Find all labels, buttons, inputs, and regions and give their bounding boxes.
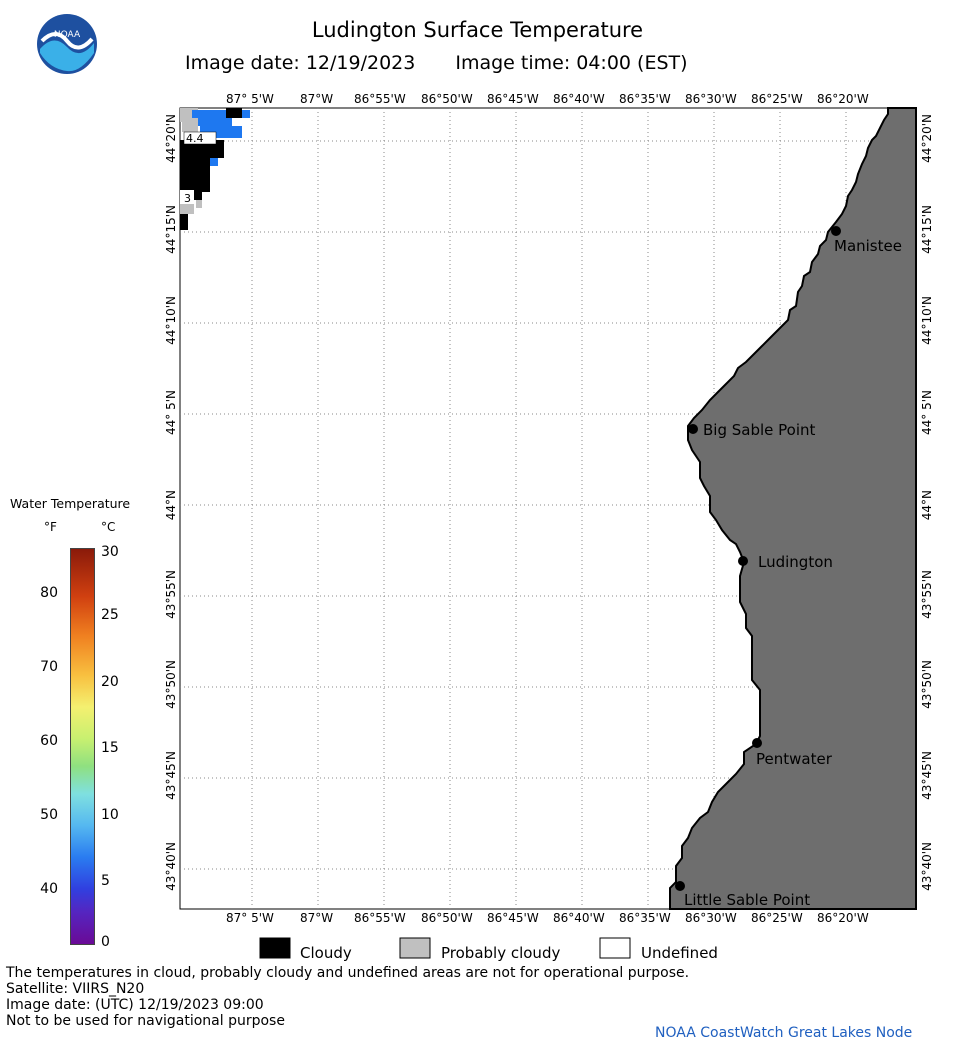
lat-label: 43°50'N xyxy=(920,660,934,709)
land-area xyxy=(669,107,917,910)
place-label-ludington: Ludington xyxy=(758,553,833,571)
place-label-manistee: Manistee xyxy=(834,237,902,255)
tick-f: 60 xyxy=(40,733,58,749)
lon-label: 86°25'W xyxy=(751,92,803,106)
big-sable-point-dot xyxy=(688,424,698,434)
lon-label: 86°35'W xyxy=(619,92,671,106)
tick-c: 20 xyxy=(101,674,119,690)
unit-fahrenheit: °F xyxy=(44,520,57,534)
tick-c: 0 xyxy=(101,934,110,950)
key-undefined-swatch xyxy=(599,937,631,959)
place-label-little-sable-point: Little Sable Point xyxy=(684,891,811,909)
lat-label: 44° 5'N xyxy=(164,390,178,435)
map-grid xyxy=(180,108,916,909)
lat-label: 43°55'N xyxy=(164,570,178,619)
lat-label: 44°15'N xyxy=(164,205,178,254)
lon-label: 86°55'W xyxy=(354,911,406,925)
lon-label: 86°20'W xyxy=(817,911,869,925)
little-sable-point-dot xyxy=(675,881,685,891)
key-cloudy-label: Cloudy xyxy=(300,944,352,962)
place-label-big-sable-point: Big Sable Point xyxy=(703,421,816,439)
page-title: Ludington Surface Temperature xyxy=(311,18,644,42)
lon-label: 86°30'W xyxy=(685,911,737,925)
note-line: The temperatures in cloud, probably clou… xyxy=(6,965,690,981)
image-date: Image date: 12/19/2023 xyxy=(185,52,416,74)
cell-label: 3 xyxy=(184,192,191,205)
notes: The temperatures in cloud, probably clou… xyxy=(6,965,689,1029)
lat-label: 43°50'N xyxy=(164,660,178,709)
key-probably-cloudy-label: Probably cloudy xyxy=(441,944,561,962)
lon-label: 86°40'W xyxy=(553,911,605,925)
tick-f: 80 xyxy=(40,585,58,601)
temperature-colorbar xyxy=(70,548,95,945)
note-line: Image date: (UTC) 12/19/2023 09:00 xyxy=(6,997,264,1013)
logo-text: NOAA xyxy=(54,30,81,40)
lon-label: 86°50'W xyxy=(421,911,473,925)
place-label-pentwater: Pentwater xyxy=(756,750,832,768)
tick-c: 30 xyxy=(101,544,119,560)
credit-text: NOAA CoastWatch Great Lakes Node xyxy=(655,1025,913,1041)
lon-label: 86°45'W xyxy=(487,911,539,925)
image-subtitle: Image date: 12/19/2023 Image time: 04:00 … xyxy=(185,52,688,74)
key-cloudy-swatch xyxy=(259,937,291,959)
lat-label: 43°40'N xyxy=(920,842,934,891)
lat-label: 44°20'N xyxy=(920,114,934,163)
lon-label: 86°45'W xyxy=(487,92,539,106)
tick-c: 15 xyxy=(101,740,119,756)
unit-celsius: °C xyxy=(101,520,116,534)
tick-c: 25 xyxy=(101,607,119,623)
lat-label: 44°N xyxy=(920,490,934,521)
ludington-dot xyxy=(738,556,748,566)
lat-label: 44°20'N xyxy=(164,114,178,163)
lon-label: 87°W xyxy=(300,911,334,925)
note-line: Not to be used for navigational purpose xyxy=(6,1013,285,1029)
note-line: Satellite: VIIRS_N20 xyxy=(6,981,145,997)
noaa-logo-icon: NOAA xyxy=(36,13,98,75)
key-probably-cloudy-swatch xyxy=(399,937,431,959)
cloud-cells xyxy=(180,108,250,230)
legend-title: Water Temperature xyxy=(10,496,131,511)
lat-label: 43°45'N xyxy=(920,751,934,800)
image-time: Image time: 04:00 (EST) xyxy=(455,52,688,74)
lat-label: 44°15'N xyxy=(920,205,934,254)
manistee-dot xyxy=(831,226,841,236)
lon-label: 86°25'W xyxy=(751,911,803,925)
tick-f: 40 xyxy=(40,881,58,897)
lon-label: 87° 5'W xyxy=(226,911,274,925)
cell-label: 4.4 xyxy=(186,132,204,145)
lon-label: 86°35'W xyxy=(619,911,671,925)
tick-f: 70 xyxy=(40,659,58,675)
tick-c: 5 xyxy=(101,873,110,889)
lat-label: 44°10'N xyxy=(164,296,178,345)
key-undefined-label: Undefined xyxy=(641,944,718,962)
lat-label: 43°55'N xyxy=(920,570,934,619)
lat-label: 43°45'N xyxy=(164,751,178,800)
tick-f: 50 xyxy=(40,807,58,823)
lon-label: 86°50'W xyxy=(421,92,473,106)
lon-label: 86°40'W xyxy=(553,92,605,106)
lon-label: 86°55'W xyxy=(354,92,406,106)
lat-label: 44°N xyxy=(164,490,178,521)
lon-label: 87°W xyxy=(300,92,334,106)
lon-label: 87° 5'W xyxy=(226,92,274,106)
lat-label: 43°40'N xyxy=(164,842,178,891)
lon-label: 86°20'W xyxy=(817,92,869,106)
lat-label: 44°10'N xyxy=(920,296,934,345)
pentwater-dot xyxy=(752,738,762,748)
lat-label: 44° 5'N xyxy=(920,390,934,435)
tick-c: 10 xyxy=(101,807,119,823)
lon-label: 86°30'W xyxy=(685,92,737,106)
